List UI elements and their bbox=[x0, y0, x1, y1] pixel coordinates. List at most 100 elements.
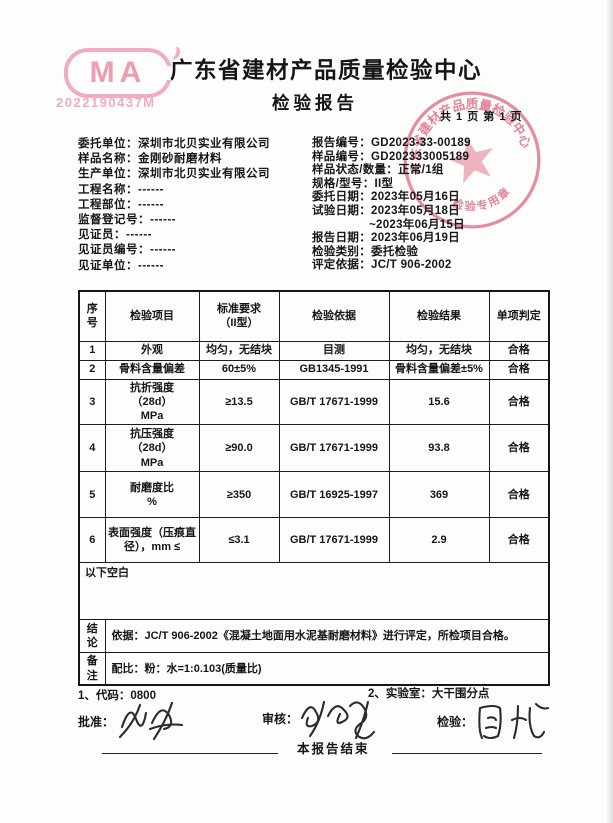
info-label: 规格/型号： bbox=[312, 177, 375, 190]
conclusion-row: 结论 依据：JC/T 906-2002《混凝土地面用水泥基耐磨材料》进行评定，所… bbox=[78, 619, 550, 654]
info-line: 工程部位：------ bbox=[78, 198, 270, 213]
cell-result: 骨料含量偏差±5% bbox=[388, 359, 490, 380]
col-header-item: 检验项目 bbox=[104, 290, 200, 342]
cell-judgement: 合格 bbox=[488, 424, 550, 473]
info-label: 委托日期： bbox=[312, 191, 371, 204]
table-row: 3 抗折强度 （28d） MPa ≥13.5 GB/T 17671-1999 1… bbox=[78, 378, 550, 426]
col-header-requirement: 标准要求 （II型） bbox=[198, 290, 280, 342]
info-label: 报告编号： bbox=[312, 137, 371, 149]
cma-accreditation-stamp: MA bbox=[64, 48, 174, 98]
info-value: GD2023-33-00189 bbox=[371, 137, 471, 149]
cell-result: 15.6 bbox=[388, 378, 490, 426]
info-label: 样品名称： bbox=[78, 153, 138, 166]
info-line: 样品名称：金刚砂耐磨材料 bbox=[78, 152, 270, 167]
cell-result: 均匀，无结块 bbox=[388, 340, 490, 361]
info-label: 委托单位： bbox=[78, 138, 138, 150]
code-line: 1、代码：0800 bbox=[78, 690, 156, 702]
info-line: 试验日期：2023年05月18日 bbox=[312, 205, 471, 219]
info-line: 见证员编号：------ bbox=[78, 243, 270, 258]
info-label: 检验类别： bbox=[312, 245, 371, 258]
cma-certificate-number: 2022190437M bbox=[56, 95, 156, 110]
cell-requirement: ≥90.0 bbox=[198, 424, 280, 473]
inspection-results-table: 序号 检验项目 标准要求 （II型） 检验依据 检验结果 单项判定 1 外观 均… bbox=[78, 290, 550, 686]
info-value: ------ bbox=[138, 183, 164, 196]
info-value: ------ bbox=[138, 259, 164, 272]
info-value: 2023年05月18日 bbox=[371, 204, 460, 217]
organization-title: 广东省建材产品质量检验中心 bbox=[170, 58, 483, 83]
info-value: 2023年06月19日 bbox=[371, 232, 460, 245]
cell-seq: 6 bbox=[78, 517, 106, 564]
table-row: 1 外观 均匀，无结块 目测 均匀，无结块 合格 bbox=[78, 340, 550, 361]
info-line: 工程名称：------ bbox=[78, 183, 270, 198]
info-line: 检验类别：委托检验 bbox=[312, 246, 471, 260]
info-line: 监督登记号：------ bbox=[78, 213, 270, 228]
cell-basis: GB/T 17671-1999 bbox=[278, 517, 390, 564]
info-value: 金刚砂耐磨材料 bbox=[138, 153, 222, 166]
info-line: 评定依据：JC/T 906-2002 bbox=[312, 259, 471, 273]
cell-basis: GB1345-1991 bbox=[278, 359, 390, 380]
remark-label: 备注 bbox=[78, 652, 106, 686]
cell-judgement: 合格 bbox=[488, 471, 550, 519]
page-indicator: 共 1 页 第 1 页 bbox=[440, 111, 523, 123]
info-label: 工程部位： bbox=[78, 198, 138, 211]
approve-label: 批准： bbox=[78, 715, 115, 729]
info-line: 样品编号：GD202333005189 bbox=[312, 151, 471, 165]
approve-signature-line bbox=[102, 753, 278, 754]
col-header-seq: 序号 bbox=[78, 290, 106, 342]
cell-item: 骨料含量偏差 bbox=[104, 359, 200, 380]
inspect-signature-line bbox=[392, 753, 542, 754]
inspect-label: 检验： bbox=[437, 715, 474, 729]
info-value: 深圳市北贝实业有限公司 bbox=[138, 168, 270, 181]
cell-requirement: ≥350 bbox=[198, 471, 280, 519]
info-line: 样品状态/数量：正常/1组 bbox=[312, 164, 471, 178]
cell-seq: 2 bbox=[78, 359, 106, 380]
info-line-continuation: ~2023年06月15日 bbox=[312, 219, 471, 233]
info-line: 生产单位：深圳市北贝实业有限公司 bbox=[78, 167, 270, 182]
report-title: 检验报告 bbox=[272, 93, 358, 113]
info-value: 委托检验 bbox=[371, 245, 419, 258]
cma-stamp-label: MA bbox=[89, 56, 147, 89]
table-row: 6 表面强度（压痕直径），mm ≤ ≤3.1 GB/T 17671-1999 2… bbox=[78, 517, 550, 564]
info-label: 评定依据： bbox=[312, 259, 371, 272]
info-label: 样品编号： bbox=[312, 150, 371, 163]
cell-seq: 5 bbox=[78, 471, 106, 519]
info-label: 见证单位： bbox=[78, 259, 138, 272]
cell-item: 外观 bbox=[104, 340, 200, 361]
info-value: ------ bbox=[138, 198, 164, 211]
info-value: 2023年05月16日 bbox=[371, 191, 460, 204]
info-line: 委托日期：2023年05月16日 bbox=[312, 191, 471, 205]
info-value: ~2023年06月15日 bbox=[369, 218, 465, 231]
info-value: GD202333005189 bbox=[371, 150, 470, 163]
info-label: 工程名称： bbox=[78, 183, 138, 196]
cell-judgement: 合格 bbox=[488, 517, 550, 564]
info-line: 见证员：------ bbox=[78, 228, 270, 243]
info-value: JC/T 906-2002 bbox=[371, 259, 452, 272]
col-header-result: 检验结果 bbox=[388, 290, 490, 342]
cell-item: 表面强度（压痕直径），mm ≤ bbox=[104, 517, 200, 564]
cell-judgement: 合格 bbox=[488, 340, 550, 361]
remark-text: 配比：粉：水=1:0.103(质量比) bbox=[104, 652, 550, 686]
cell-requirement: 60±5% bbox=[198, 359, 280, 380]
info-label: 生产单位： bbox=[78, 168, 138, 181]
col-header-basis: 检验依据 bbox=[278, 290, 390, 342]
info-value: ------ bbox=[150, 214, 176, 227]
conclusion-text: 依据：JC/T 906-2002《混凝土地面用水泥基耐磨材料》进行评定，所检项目… bbox=[104, 619, 550, 654]
info-line: 报告编号：GD2023-33-00189 bbox=[312, 137, 471, 151]
cell-seq: 1 bbox=[78, 340, 106, 361]
cell-result: 2.9 bbox=[388, 517, 490, 564]
cell-judgement: 合格 bbox=[488, 359, 550, 380]
info-value: ------ bbox=[126, 229, 152, 242]
col-header-judgement: 单项判定 bbox=[488, 290, 550, 342]
cell-basis: 目测 bbox=[278, 340, 390, 361]
info-label: 样品状态/数量： bbox=[312, 164, 399, 177]
info-value: 正常/1组 bbox=[398, 164, 444, 177]
cell-item: 耐磨度比 % bbox=[104, 471, 200, 519]
info-value: 深圳市北贝实业有限公司 bbox=[138, 138, 270, 150]
blank-note: 以下空白 bbox=[78, 562, 550, 621]
table-row: 5 耐磨度比 % ≥350 GB/T 16925-1997 369 合格 bbox=[78, 471, 550, 519]
info-column-left: 委托单位：深圳市北贝实业有限公司 样品名称：金刚砂耐磨材料 生产单位：深圳市北贝… bbox=[78, 137, 270, 274]
inspect-signature bbox=[478, 702, 550, 740]
cell-basis: GB/T 16925-1997 bbox=[278, 471, 390, 519]
table-row: 4 抗压强度 （28d） MPa ≥90.0 GB/T 17671-1999 9… bbox=[78, 424, 550, 473]
